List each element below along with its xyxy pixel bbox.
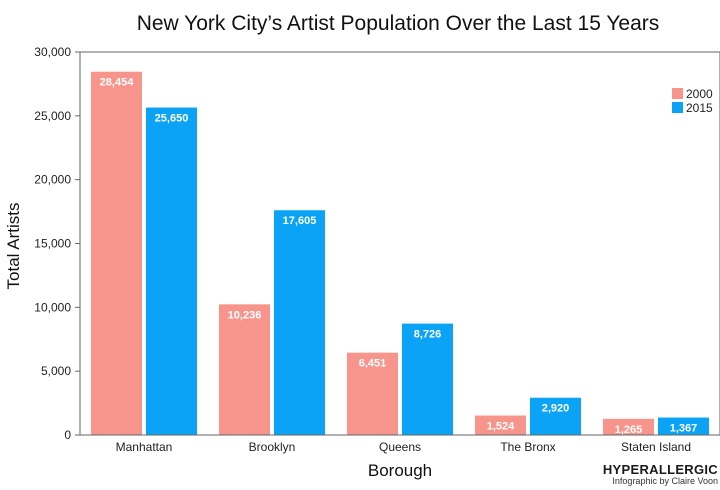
- bar-value-label: 28,454: [100, 77, 135, 89]
- bar-value-label: 1,265: [615, 424, 643, 436]
- bar-2015-brooklyn: [274, 210, 325, 435]
- y-tick-label: 0: [64, 428, 71, 442]
- x-category-label: Manhattan: [116, 440, 173, 454]
- x-axis-title: Borough: [368, 461, 432, 480]
- y-axis-ticks: 0 5,000 10,000 15,000 20,000 25,000 30,000: [34, 45, 80, 442]
- bar-value-label: 1,367: [670, 423, 698, 435]
- plot-frame: [79, 51, 720, 436]
- y-tick-label: 15,000: [34, 237, 71, 251]
- bar-2000-the-bronx: [475, 415, 526, 435]
- x-axis-categories: Manhattan Brooklyn Queens The Bronx Staten I…: [116, 440, 691, 454]
- y-tick-label: 25,000: [34, 109, 71, 123]
- bars: 28,454 25,650 10,236 17,605 6,451 8,726 1,524 2…: [91, 71, 709, 436]
- bar-2000-staten-island: [603, 418, 654, 435]
- bar-2015-manhattan: [146, 107, 197, 435]
- x-category-label: Queens: [379, 440, 421, 454]
- bar-2015-staten-island: [658, 417, 709, 435]
- bar-value-label: 6,451: [359, 358, 387, 370]
- legend-swatch-2015: [672, 102, 683, 113]
- x-category-label: The Bronx: [500, 440, 555, 454]
- bar-2000-brooklyn: [219, 304, 270, 435]
- credit-byline: Infographic by Claire Voon: [612, 476, 718, 486]
- legend-label-2015: 2015: [686, 101, 713, 115]
- bar-2000-queens: [347, 352, 398, 435]
- y-tick-label: 10,000: [34, 300, 71, 314]
- bar-value-label: 8,726: [414, 329, 442, 341]
- y-tick-label: 5,000: [41, 364, 71, 378]
- bar-value-label: 10,236: [228, 309, 262, 321]
- bar-value-label: 2,920: [542, 403, 570, 415]
- bar-value-label: 17,605: [283, 215, 317, 227]
- x-category-label: Staten Island: [621, 440, 691, 454]
- x-category-label: Brooklyn: [249, 440, 296, 454]
- y-tick-label: 20,000: [34, 173, 71, 187]
- chart-title: New York City’s Artist Population Over t…: [137, 12, 660, 35]
- bar-2000-manhattan: [91, 71, 142, 435]
- legend-label-2000: 2000: [686, 87, 713, 101]
- legend-swatch-2000: [672, 88, 683, 99]
- bar-2015-queens: [402, 323, 453, 435]
- brand-logo: HYPERALLERGIC: [603, 462, 718, 477]
- bar-value-label: 1,524: [487, 421, 515, 433]
- bar-value-label: 25,650: [155, 113, 189, 125]
- y-axis-title: Total Artists: [4, 203, 23, 290]
- bar-2015-the-bronx: [530, 397, 581, 435]
- y-tick-label: 30,000: [34, 45, 71, 59]
